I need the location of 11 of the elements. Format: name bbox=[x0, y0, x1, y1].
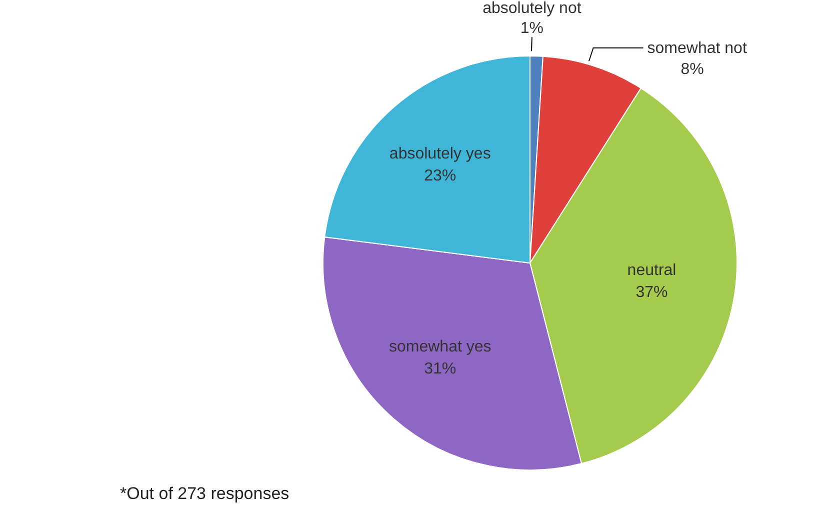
text: *Out of 273 responses bbox=[120, 484, 290, 504]
slice-label: somewhat yes bbox=[388, 338, 492, 356]
slice-label: neutral bbox=[627, 262, 676, 280]
data-label: 1% bbox=[520, 20, 544, 38]
data-label: 23% bbox=[424, 168, 456, 185]
slice-label: somewhat not bbox=[647, 40, 748, 57]
data-label: 37% bbox=[636, 284, 668, 302]
data-label: 31% bbox=[424, 360, 456, 378]
data-label: 8% bbox=[680, 60, 704, 78]
slice-label: absolutely not bbox=[482, 0, 582, 18]
slice-label: absolutely yes bbox=[389, 146, 491, 163]
